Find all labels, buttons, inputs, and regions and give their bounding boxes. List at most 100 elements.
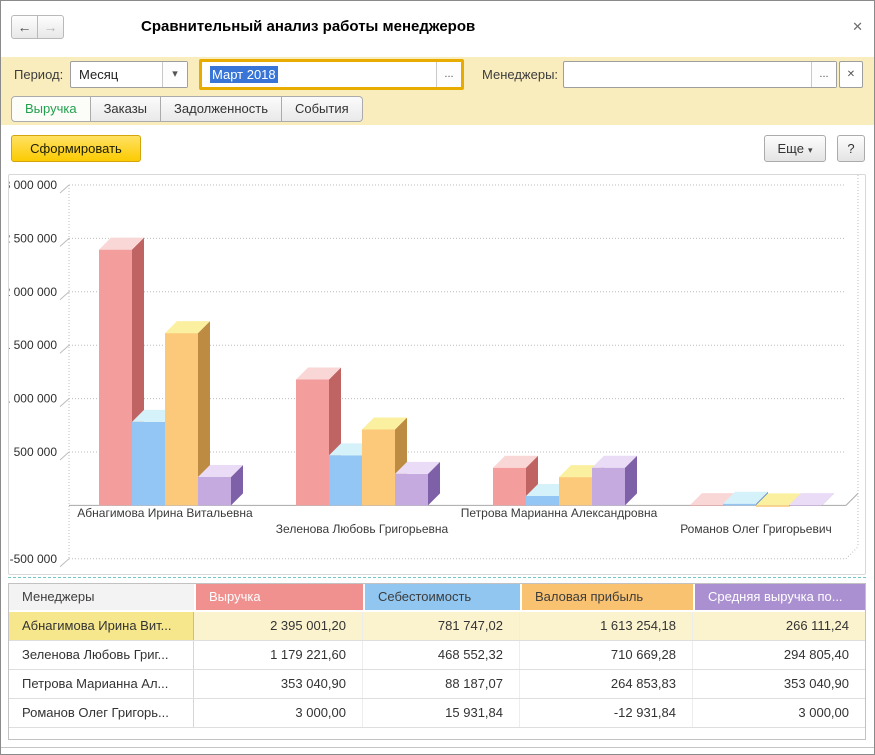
period-type-value: Месяц xyxy=(71,62,162,87)
y-axis-label: 2 000 000 xyxy=(9,285,57,299)
y-axis-label: 1 000 000 xyxy=(9,392,57,406)
close-icon[interactable]: ✕ xyxy=(852,19,863,35)
table-header: МенеджерыВыручкаСебестоимостьВаловая при… xyxy=(9,584,865,612)
value-cell[interactable]: 264 853,83 xyxy=(520,670,693,698)
axis-tick xyxy=(60,292,69,300)
chart-bar xyxy=(789,505,822,506)
chart-bar xyxy=(559,477,592,505)
value-cell[interactable]: -12 931,84 xyxy=(520,699,693,727)
more-button[interactable]: Еще▾ xyxy=(764,135,826,162)
manager-name-cell[interactable]: Абнагимова Ирина Вит... xyxy=(9,612,194,640)
managers-input-field[interactable] xyxy=(564,62,811,87)
manager-name-cell[interactable]: Зеленова Любовь Григ... xyxy=(9,641,194,669)
y-axis-label: 1 500 000 xyxy=(9,338,57,352)
table-body: Абнагимова Ирина Вит...2 395 001,20781 7… xyxy=(9,612,865,728)
column-header[interactable]: Валовая прибыль xyxy=(520,584,693,610)
period-type-dropdown-button[interactable]: ▾ xyxy=(162,62,187,87)
y-axis-label: 2 500 000 xyxy=(9,231,57,245)
period-picker-button[interactable]: ... xyxy=(436,62,461,87)
plot-corner-edge xyxy=(846,547,858,559)
comparison-bar-chart: 3 000 000 2 500 000 2 000 000 1 500 000 1 00… xyxy=(9,175,865,574)
chart-bar xyxy=(690,505,723,506)
value-cell[interactable]: 353 040,90 xyxy=(194,670,363,698)
value-cell[interactable]: 1 179 221,60 xyxy=(194,641,363,669)
tab-3[interactable]: События xyxy=(282,96,363,122)
column-header[interactable]: Выручка xyxy=(194,584,363,610)
value-cell[interactable]: 353 040,90 xyxy=(693,670,865,698)
page-title: Сравнительный анализ работы менеджеров xyxy=(141,18,475,35)
chevron-down-icon: ▾ xyxy=(172,68,178,80)
value-cell[interactable]: 710 669,28 xyxy=(520,641,693,669)
axis-tick xyxy=(60,452,69,460)
manager-name-cell[interactable]: Романов Олег Григорь... xyxy=(9,699,194,727)
chart-bar xyxy=(329,455,362,505)
value-cell[interactable]: 294 805,40 xyxy=(693,641,865,669)
table-row[interactable]: Абнагимова Ирина Вит...2 395 001,20781 7… xyxy=(9,612,865,641)
chart-bar xyxy=(296,379,329,505)
y-axis-label: -500 000 xyxy=(10,552,58,566)
chart-bar xyxy=(756,505,789,506)
back-arrow-icon: ← xyxy=(18,19,32,35)
tab-2[interactable]: Задолженность xyxy=(161,96,282,122)
value-cell[interactable]: 781 747,02 xyxy=(363,612,520,640)
axis-tick xyxy=(60,345,69,353)
manager-name-cell[interactable]: Петрова Марианна Ал... xyxy=(9,670,194,698)
axis-tick xyxy=(60,185,69,193)
column-header[interactable]: Себестоимость xyxy=(363,584,520,610)
x-axis-label: Зеленова Любовь Григорьевна xyxy=(276,522,449,536)
managers-clear-button[interactable]: ✕ xyxy=(839,61,863,88)
help-button[interactable]: ? xyxy=(837,135,865,162)
y-axis-label: 3 000 000 xyxy=(9,178,57,192)
forward-button[interactable]: → xyxy=(37,15,64,39)
chart-bar xyxy=(723,504,756,506)
value-cell[interactable]: 266 111,24 xyxy=(693,612,865,640)
period-label: Период: xyxy=(14,67,63,82)
x-axis-label: Романов Олег Григорьевич xyxy=(680,522,832,536)
managers-table: МенеджерыВыручкаСебестоимостьВаловая при… xyxy=(8,583,866,740)
tab-bar: ВыручкаЗаказыЗадолженностьСобытия xyxy=(11,96,363,122)
chevron-down-icon: ▾ xyxy=(808,145,813,155)
chart-bar xyxy=(165,333,198,505)
value-cell[interactable]: 3 000,00 xyxy=(693,699,865,727)
selected-text: Март 2018 xyxy=(210,66,278,83)
toolbar: Сформировать Еще▾ ? xyxy=(1,125,874,173)
tab-1[interactable]: Заказы xyxy=(91,96,161,122)
managers-input[interactable]: ... xyxy=(563,61,837,88)
window-bottom-divider xyxy=(0,747,875,748)
axis-tick xyxy=(60,559,69,567)
value-cell[interactable]: 2 395 001,20 xyxy=(194,612,363,640)
value-cell[interactable]: 468 552,32 xyxy=(363,641,520,669)
period-type-select[interactable]: Месяц ▾ xyxy=(70,61,188,88)
tab-0[interactable]: Выручка xyxy=(11,96,91,122)
table-row[interactable]: Романов Олег Григорь...3 000,0015 931,84… xyxy=(9,699,865,728)
table-empty-area xyxy=(9,728,865,739)
forward-arrow-icon: → xyxy=(44,19,58,35)
generate-button[interactable]: Сформировать xyxy=(11,135,141,162)
column-header[interactable]: Менеджеры xyxy=(9,584,194,610)
managers-picker-button[interactable]: ... xyxy=(811,62,836,87)
period-input[interactable]: Март 2018 ... xyxy=(199,59,464,90)
value-cell[interactable]: 3 000,00 xyxy=(194,699,363,727)
table-row[interactable]: Зеленова Любовь Григ...1 179 221,60468 5… xyxy=(9,641,865,670)
value-cell[interactable]: 88 187,07 xyxy=(363,670,520,698)
y-axis-label: 500 000 xyxy=(14,445,58,459)
value-cell[interactable]: 15 931,84 xyxy=(363,699,520,727)
chart-bar xyxy=(362,430,395,506)
x-axis-label: Петрова Марианна Александровна xyxy=(461,506,658,520)
back-button[interactable]: ← xyxy=(11,15,38,39)
axis-tick xyxy=(60,399,69,407)
chart-panel: 3 000 000 2 500 000 2 000 000 1 500 000 1 00… xyxy=(8,174,866,575)
close-icon: ✕ xyxy=(847,69,855,80)
value-cell[interactable]: 1 613 254,18 xyxy=(520,612,693,640)
table-row[interactable]: Петрова Марианна Ал...353 040,9088 187,0… xyxy=(9,670,865,699)
x-axis-label: Абнагимова Ирина Витальевна xyxy=(77,506,253,520)
chart-table-splitter[interactable] xyxy=(8,577,866,578)
period-input-value: Март 2018 xyxy=(202,62,436,87)
managers-label: Менеджеры: xyxy=(482,67,558,82)
chart-bar xyxy=(99,250,132,506)
zero-axis-depth xyxy=(846,493,858,505)
axis-tick xyxy=(60,238,69,246)
ellipsis-icon: ... xyxy=(444,68,453,80)
chart-bar xyxy=(132,422,165,505)
column-header[interactable]: Средняя выручка по... xyxy=(693,584,865,610)
